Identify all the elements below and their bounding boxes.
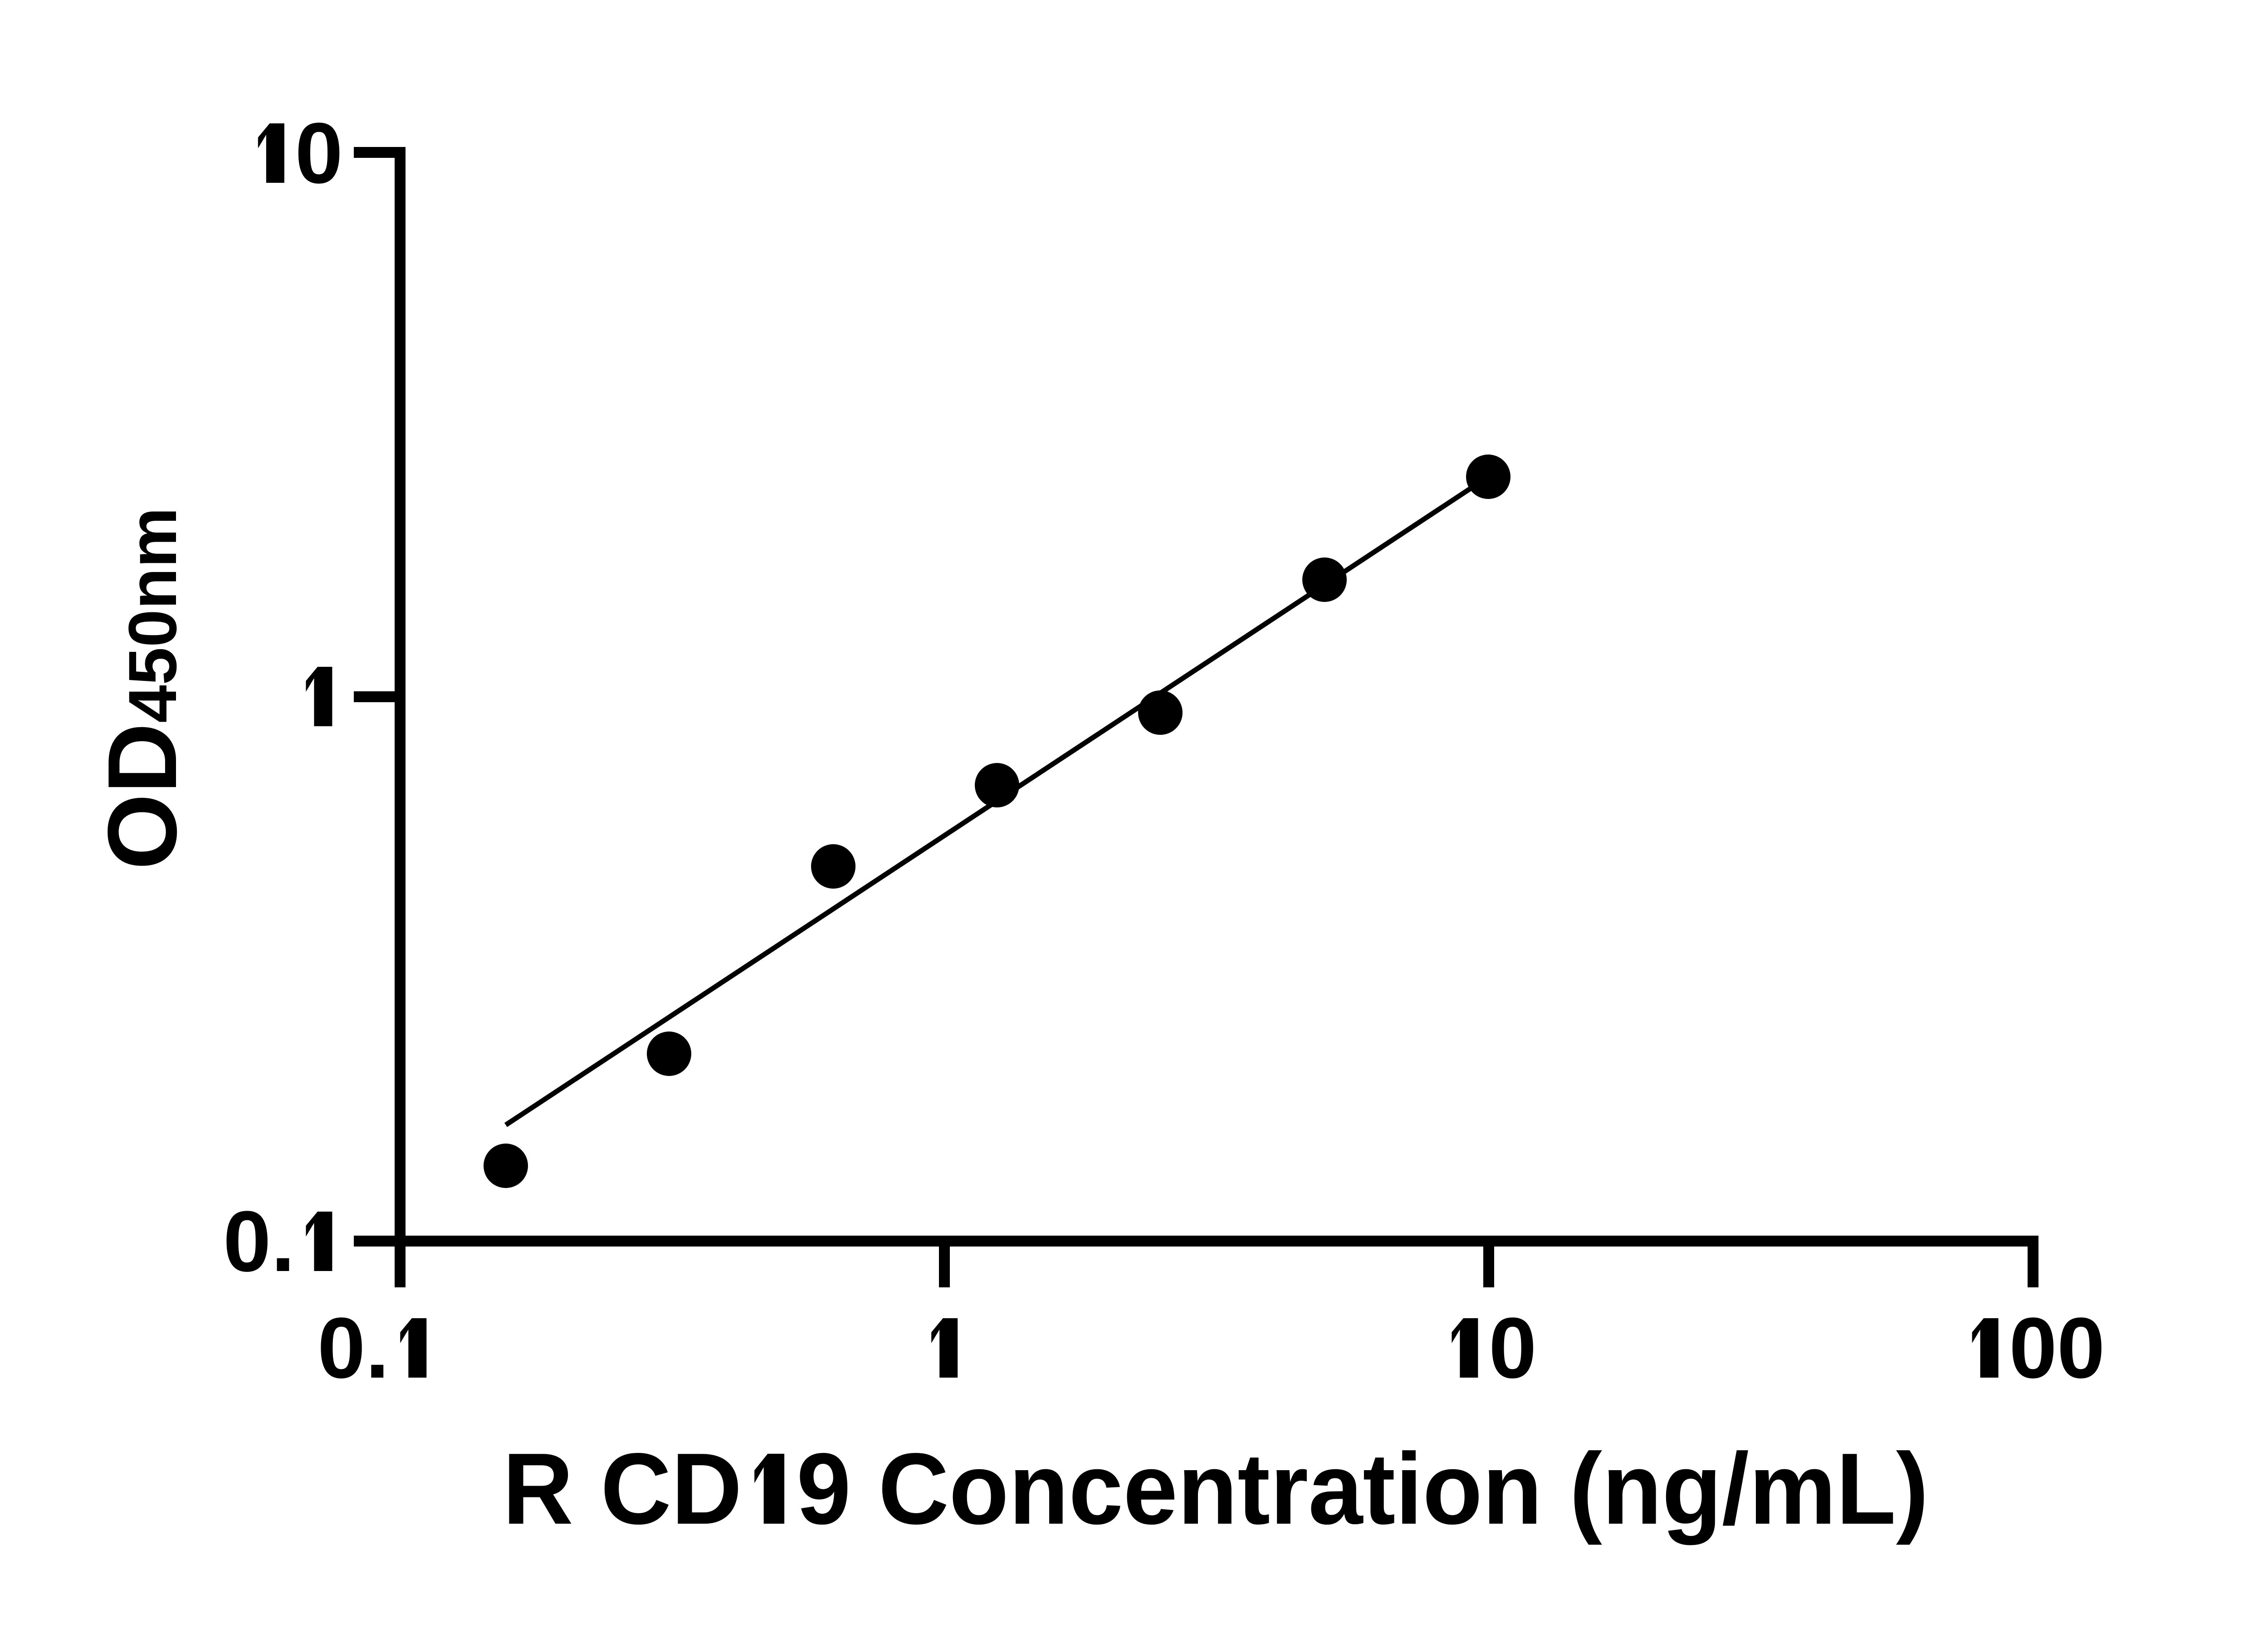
svg-text:9 Concentration (ng/mL): 9 Concentration (ng/mL) (797, 1432, 1929, 1545)
svg-text:0.: 0. (318, 1300, 389, 1396)
svg-text:0: 0 (1489, 1300, 1537, 1396)
svg-text:00: 00 (2009, 1300, 2105, 1396)
svg-text:0: 0 (295, 105, 343, 201)
svg-text:R CD: R CD (503, 1432, 742, 1545)
svg-text:0.: 0. (223, 1193, 295, 1290)
